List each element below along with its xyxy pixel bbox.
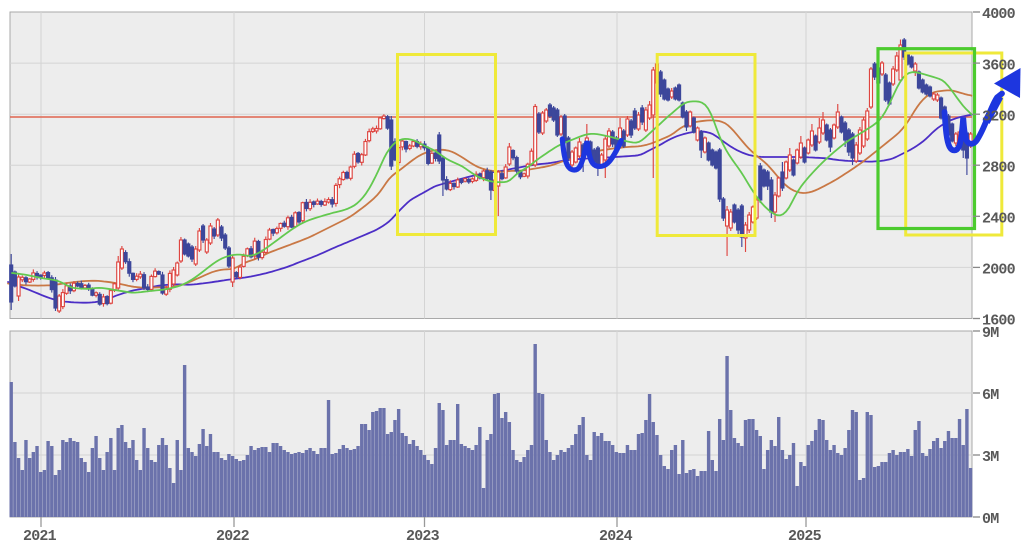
svg-text:6M: 6M bbox=[982, 387, 999, 404]
svg-text:4000: 4000 bbox=[982, 6, 1016, 23]
svg-text:2025: 2025 bbox=[788, 528, 822, 545]
svg-text:2400: 2400 bbox=[982, 211, 1016, 228]
svg-text:2021: 2021 bbox=[23, 528, 57, 545]
svg-text:2000: 2000 bbox=[982, 262, 1016, 279]
svg-text:1600: 1600 bbox=[982, 313, 1016, 330]
svg-text:0M: 0M bbox=[982, 511, 999, 528]
svg-text:2023: 2023 bbox=[406, 528, 440, 545]
svg-text:3200: 3200 bbox=[982, 108, 1016, 125]
svg-text:3M: 3M bbox=[982, 449, 999, 466]
svg-text:9M: 9M bbox=[982, 325, 999, 342]
svg-text:3600: 3600 bbox=[982, 57, 1016, 74]
svg-text:2800: 2800 bbox=[982, 159, 1016, 176]
svg-text:2022: 2022 bbox=[216, 528, 250, 545]
svg-text:2024: 2024 bbox=[599, 528, 633, 545]
